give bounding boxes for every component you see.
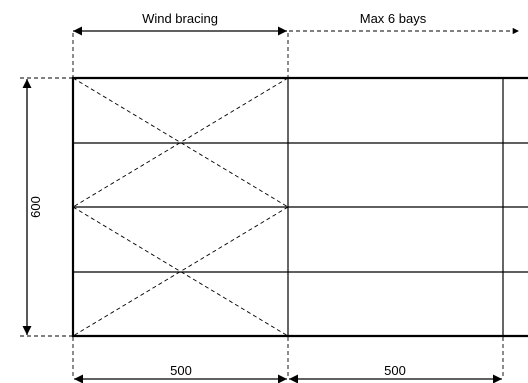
bay-width-2-label: 500 [384, 363, 406, 378]
wind-bracing-label: Wind bracing [142, 11, 218, 26]
rafter-lines [287, 78, 504, 336]
frame-outline [71, 76, 528, 338]
height-label: 600 [28, 196, 43, 218]
purlin-lines [73, 142, 528, 273]
bay-width-1-label: 500 [170, 363, 192, 378]
max-bays-label: Max 6 bays [360, 11, 427, 26]
